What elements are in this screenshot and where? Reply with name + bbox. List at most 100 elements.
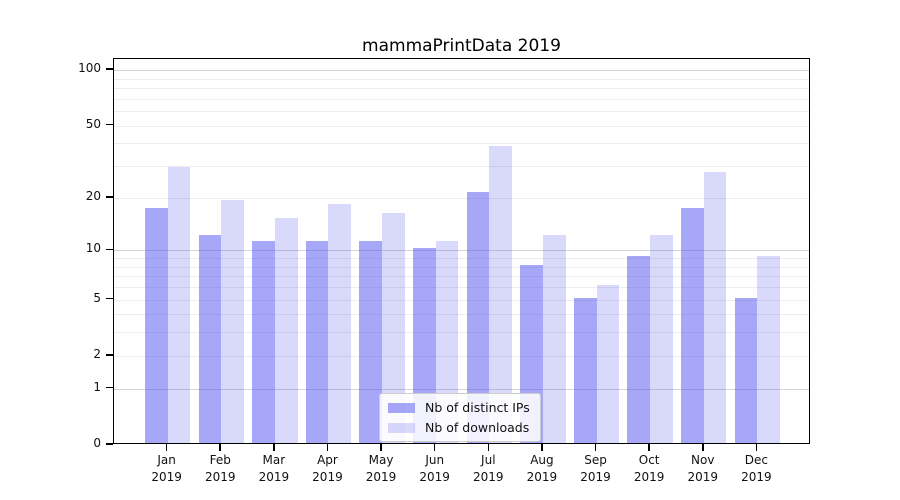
gridline-5 <box>114 299 809 301</box>
y-tick-5 <box>106 297 113 300</box>
x-tick-label-may: May 2019 <box>350 452 412 485</box>
y-tick-label-50: 50 <box>85 116 101 131</box>
y-tick-label-0: 0 <box>93 436 101 450</box>
gridline-9 <box>114 258 809 260</box>
bar-downloads-may <box>382 212 405 443</box>
x-tick-mar <box>273 444 275 451</box>
year-label: 2019 <box>258 469 290 484</box>
month-label: Jul <box>481 453 496 467</box>
x-tick-label-dec: Dec 2019 <box>725 452 787 485</box>
bar-downloads-jun <box>435 241 459 443</box>
x-tick-label-mar: Mar 2019 <box>243 452 305 485</box>
bar-downloads-jul <box>489 145 512 443</box>
legend-item-downloads: Nb of downloads <box>388 419 530 436</box>
gridline-10 <box>114 250 809 252</box>
year-label: 2019 <box>473 469 504 484</box>
gridline-20 <box>114 197 809 199</box>
year-label: 2019 <box>365 469 397 484</box>
x-tick-label-jul: Jul 2019 <box>457 452 519 485</box>
bar-downloads-sep <box>596 285 620 443</box>
gridline-70 <box>114 98 809 100</box>
gridline-100 <box>114 70 809 72</box>
gridline-2 <box>114 355 809 357</box>
year-label: 2019 <box>204 469 236 484</box>
legend-swatch-downloads <box>388 422 415 433</box>
bar-downloads-oct <box>650 234 673 443</box>
bar-distinct-ips-jul <box>466 192 490 443</box>
bar-distinct-ips-mar <box>252 241 275 443</box>
bar-downloads-apr <box>328 203 352 443</box>
legend: Nb of distinct IPs Nb of downloads <box>379 393 541 442</box>
x-tick-label-apr: Apr 2019 <box>296 452 358 485</box>
gridline-60 <box>114 111 809 113</box>
x-tick-jan <box>165 444 168 451</box>
legend-label-distinct-ips: Nb of distinct IPs <box>425 400 530 415</box>
x-tick-nov <box>702 444 704 451</box>
bar-distinct-ips-feb <box>198 234 222 443</box>
bar-downloads-nov <box>703 172 727 443</box>
y-tick-label-2: 2 <box>93 346 101 361</box>
gridline-50 <box>114 125 809 127</box>
month-label: Apr <box>317 453 338 467</box>
x-tick-apr <box>326 444 329 451</box>
x-tick-label-feb: Feb 2019 <box>189 452 251 485</box>
month-label: Aug <box>530 453 554 467</box>
y-tick-50 <box>106 123 113 126</box>
bar-downloads-feb <box>221 199 244 443</box>
y-tick-label-20: 20 <box>85 188 101 203</box>
x-tick-label-sep: Sep 2019 <box>565 452 627 485</box>
month-label: May <box>368 453 394 467</box>
month-label: Feb <box>209 453 231 467</box>
y-tick-10 <box>106 248 113 251</box>
month-label: Dec <box>744 453 768 467</box>
bar-downloads-jan <box>167 166 191 443</box>
gridline-40 <box>114 143 809 145</box>
y-tick-100 <box>106 68 113 70</box>
bar-distinct-ips-dec <box>734 297 758 443</box>
y-tick-label-10: 10 <box>85 241 101 256</box>
chart-wrap: Nb of distinct IPs Nb of downloads Jan 20… <box>78 58 810 484</box>
y-tick-2 <box>106 354 113 356</box>
gridline-30 <box>114 166 809 168</box>
month-label: Jan <box>157 453 176 467</box>
x-tick-jun <box>433 444 436 451</box>
bar-downloads-dec <box>757 256 781 443</box>
x-tick-label-aug: Aug 2019 <box>511 452 573 485</box>
gridline-4 <box>114 314 809 316</box>
gridline-80 <box>114 88 809 90</box>
bar-distinct-ips-sep <box>573 297 597 443</box>
bar-distinct-ips-may <box>359 241 383 443</box>
x-tick-feb <box>219 444 221 451</box>
month-label: Oct <box>638 453 660 467</box>
month-label: Jun <box>425 453 445 467</box>
chart-title: mammaPrintData 2019 <box>362 36 561 56</box>
month-label: Sep <box>584 453 607 467</box>
bar-distinct-ips-oct <box>627 256 651 443</box>
gridline-8 <box>114 266 809 268</box>
year-label: 2019 <box>741 469 772 484</box>
x-tick-dec <box>755 444 758 451</box>
month-label: Mar <box>262 453 286 467</box>
year-label: 2019 <box>580 469 611 484</box>
gridline-7 <box>114 276 809 278</box>
x-tick-label-oct: Oct 2019 <box>618 452 680 485</box>
gridline-90 <box>114 78 809 80</box>
bar-distinct-ips-apr <box>305 241 329 443</box>
gridline-1 <box>114 388 809 390</box>
x-tick-may <box>380 444 382 451</box>
x-tick-sep <box>594 444 597 451</box>
bar-downloads-mar <box>274 217 298 443</box>
legend-swatch-distinct-ips <box>388 402 415 413</box>
y-tick-label-5: 5 <box>93 290 101 305</box>
y-tick-0 <box>106 443 113 445</box>
gridline-3 <box>114 332 809 334</box>
gridline-6 <box>114 286 809 288</box>
year-label: 2019 <box>633 469 665 484</box>
year-label: 2019 <box>151 469 182 484</box>
year-label: 2019 <box>687 469 719 484</box>
y-tick-label-100: 100 <box>78 61 101 76</box>
y-tick-label-1: 1 <box>93 379 101 394</box>
y-tick-1 <box>106 386 113 389</box>
x-tick-label-jun: Jun 2019 <box>404 452 466 485</box>
